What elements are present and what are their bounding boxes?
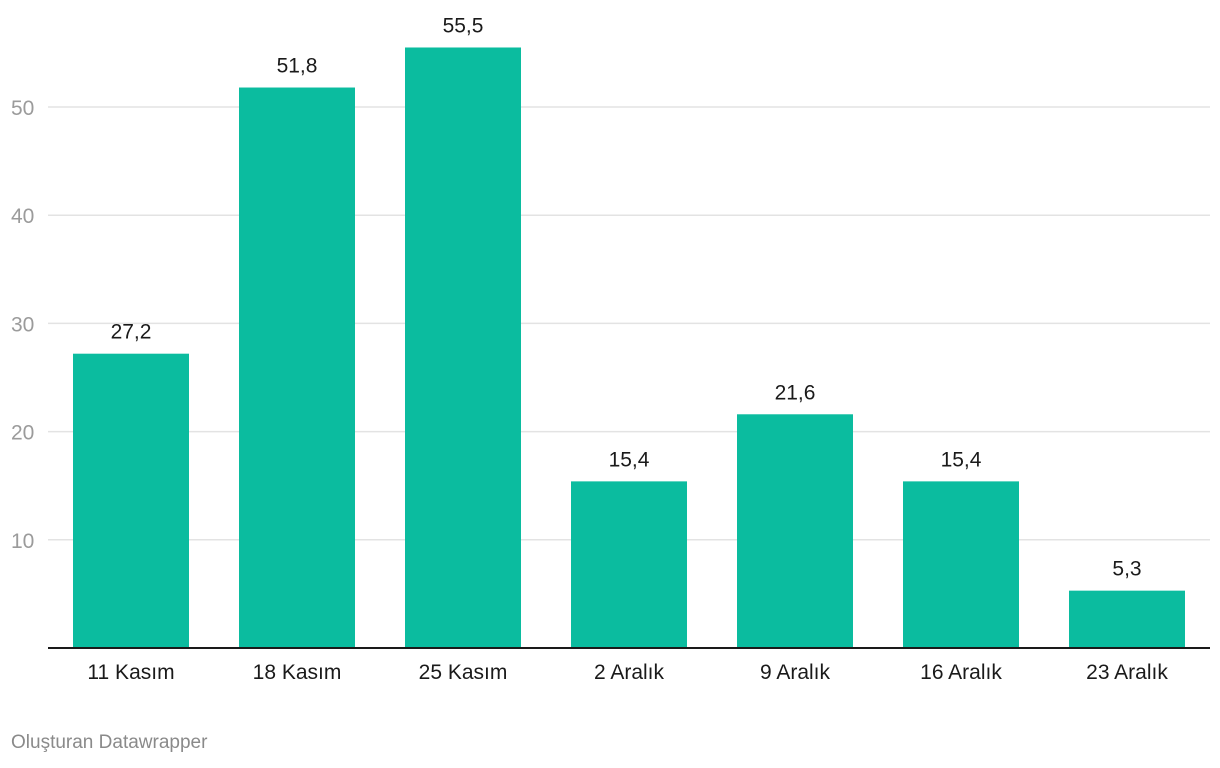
x-tick-label: 9 Aralık (760, 661, 831, 684)
value-label: 27,2 (111, 321, 152, 344)
y-tick-label: 20 (11, 422, 34, 445)
x-tick-label: 16 Aralık (920, 661, 1002, 684)
value-label: 51,8 (277, 55, 318, 78)
value-labels: 27,2 51,8 55,5 15,4 21,6 15,4 5,3 (111, 14, 1142, 580)
x-tick-label: 25 Kasım (419, 661, 508, 684)
bar (737, 414, 853, 648)
y-axis-ticks: 10 20 30 40 50 (11, 97, 34, 553)
bar (571, 481, 687, 648)
x-tick-label: 11 Kasım (87, 661, 174, 684)
value-label: 15,4 (941, 448, 982, 471)
y-tick-label: 50 (11, 97, 34, 120)
value-label: 55,5 (443, 14, 484, 37)
bars (73, 47, 1185, 649)
x-tick-label: 2 Aralık (594, 661, 665, 684)
credit-text: Oluşturan Datawrapper (11, 732, 208, 753)
y-tick-label: 30 (11, 313, 34, 336)
gridlines (48, 106, 1210, 541)
value-label: 21,6 (775, 381, 816, 404)
y-tick-label: 40 (11, 205, 34, 228)
x-axis-labels: 11 Kasım 18 Kasım 25 Kasım 2 Aralık 9 Aralık… (87, 661, 1168, 684)
bar (903, 481, 1019, 648)
bar (405, 47, 521, 649)
x-tick-label: 18 Kasım (253, 661, 342, 684)
value-label: 15,4 (609, 448, 650, 471)
value-label: 5,3 (1112, 558, 1141, 581)
y-tick-label: 10 (11, 530, 34, 553)
bar (239, 87, 355, 649)
bar (73, 353, 189, 648)
bar (1069, 590, 1185, 648)
x-tick-label: 23 Aralık (1086, 661, 1168, 684)
